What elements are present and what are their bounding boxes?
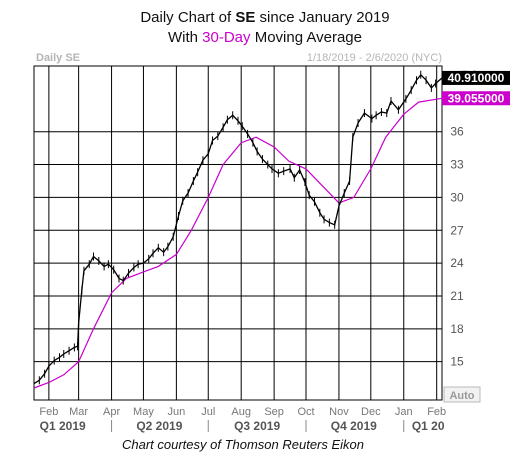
x-tick-label: Oct: [297, 406, 314, 418]
quarter-label: Q1 2019: [40, 419, 86, 433]
chart-title-line-2: With 30-Day Moving Average: [168, 29, 362, 46]
x-tick-label: Dec: [361, 406, 381, 418]
x-tick-label: Aug: [231, 406, 251, 418]
plot-frame: [33, 65, 443, 401]
quarter-label: Q1 20: [412, 419, 445, 433]
chart-credit: Chart courtesy of Thomson Reuters Eikon: [122, 437, 364, 452]
quarter-label: Q2 2019: [136, 419, 182, 433]
moving-average-layer: [33, 97, 443, 389]
svg-text:40.910000: 40.910000: [448, 71, 505, 85]
last-price-badge: 40.910000: [442, 70, 510, 85]
moving-average-highlight: 30-Day: [202, 29, 251, 46]
y-tick-label: 21: [450, 289, 464, 303]
moving-average-line: [33, 97, 443, 389]
x-tick-label: Mar: [69, 406, 88, 418]
quarter-label: Q4 2019: [331, 419, 377, 433]
price-layer: [33, 70, 443, 388]
x-tick-label: Jan: [395, 406, 413, 418]
x-tick-label: Nov: [329, 406, 349, 418]
auto-scale-label: Auto: [449, 390, 474, 402]
quarter-label: Q3 2019: [234, 419, 280, 433]
date-range-label: 1/18/2019 - 2/6/2020 (NYC): [307, 52, 442, 64]
x-tick-label: May: [133, 406, 154, 418]
x-axis-ticks: Feb Mar Apr May Jun Jul Aug Sep Oct Nov Dec Jan FebQ…: [39, 406, 446, 433]
svg-text:39.055000: 39.055000: [448, 91, 505, 105]
x-tick-label: Feb: [427, 406, 446, 418]
y-axis-ticks: 15 18 21 24 27 30 33 36: [450, 125, 464, 369]
x-tick-label: Sep: [264, 406, 284, 418]
y-tick-label: 33: [450, 158, 464, 172]
x-tick-label: Apr: [103, 406, 120, 418]
y-tick-label: 27: [450, 223, 464, 237]
y-tick-label: 30: [450, 190, 464, 204]
grid: [34, 66, 442, 400]
auto-scale-button[interactable]: Auto: [443, 386, 481, 403]
x-tick-label: Jul: [201, 406, 215, 418]
y-tick-label: 36: [450, 125, 464, 139]
x-tick-label: Feb: [39, 406, 58, 418]
chart-title-line-1: Daily Chart of SE since January 2019: [140, 9, 389, 26]
y-tick-label: 18: [450, 322, 464, 336]
x-tick-label: Jun: [168, 406, 186, 418]
y-tick-label: 15: [450, 355, 464, 369]
panel-label: Daily SE: [36, 52, 80, 64]
y-tick-label: 24: [450, 256, 464, 270]
moving-average-badge: 39.055000: [442, 91, 510, 106]
